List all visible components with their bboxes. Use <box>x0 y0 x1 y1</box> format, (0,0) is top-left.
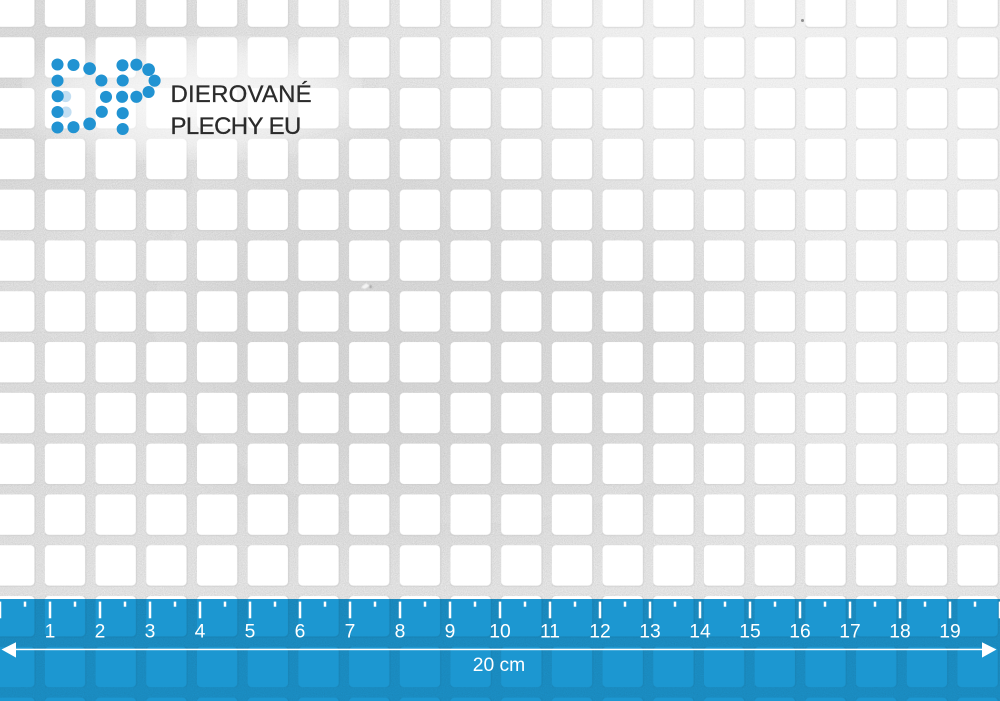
svg-text:4: 4 <box>195 622 206 643</box>
svg-text:5: 5 <box>245 622 256 643</box>
svg-text:3: 3 <box>145 622 156 643</box>
svg-text:15: 15 <box>739 622 760 643</box>
svg-text:14: 14 <box>689 622 711 643</box>
svg-text:20 cm: 20 cm <box>473 655 526 676</box>
svg-text:2: 2 <box>95 622 106 643</box>
svg-text:13: 13 <box>639 622 660 643</box>
svg-text:18: 18 <box>889 622 910 643</box>
svg-text:6: 6 <box>295 622 306 643</box>
svg-text:8: 8 <box>395 622 406 643</box>
svg-text:19: 19 <box>939 622 960 643</box>
svg-text:12: 12 <box>589 622 610 643</box>
svg-text:1: 1 <box>45 622 56 643</box>
svg-text:10: 10 <box>489 622 510 643</box>
svg-text:9: 9 <box>445 622 456 643</box>
svg-text:11: 11 <box>540 622 560 643</box>
svg-text:17: 17 <box>839 622 860 643</box>
svg-text:16: 16 <box>789 622 810 643</box>
svg-text:7: 7 <box>345 622 356 643</box>
